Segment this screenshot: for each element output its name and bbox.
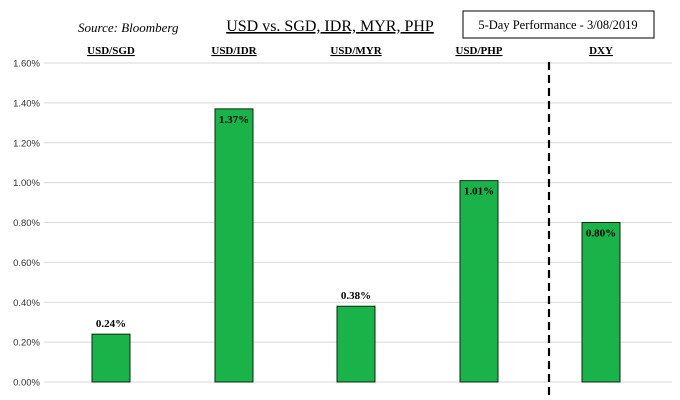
category-labels: USD/SGD USD/IDR USD/MYR USD/PHP DXY <box>87 45 613 57</box>
data-label: 1.01% <box>464 186 494 198</box>
chart-title: USD vs. SGD, IDR, MYR, PHP <box>226 18 434 35</box>
bars <box>91 108 621 383</box>
source-note: Source: Bloomberg <box>78 20 179 35</box>
subtitle-box <box>462 10 655 39</box>
data-label: 0.24% <box>96 318 126 330</box>
y-tick-label: 0.20% <box>13 338 40 349</box>
y-tick-label: 1.60% <box>13 59 40 70</box>
category-label: USD/IDR <box>211 45 257 57</box>
y-tick-label: 0.80% <box>13 218 40 229</box>
y-tick-label: 0.60% <box>13 258 40 269</box>
y-tick-label: 1.40% <box>13 98 40 109</box>
category-label: USD/SGD <box>87 45 135 57</box>
y-tick-label: 1.20% <box>13 138 40 149</box>
bar-usd-idr <box>214 108 254 383</box>
bar-usd-myr <box>336 305 376 383</box>
data-label: 0.80% <box>586 228 616 240</box>
bar-usd-php <box>459 180 499 383</box>
category-label: USD/MYR <box>330 45 382 57</box>
bar-usd-sgd <box>91 333 131 383</box>
bar-dxy <box>581 222 621 383</box>
y-tick-label: 0.00% <box>13 378 40 389</box>
data-label: 0.38% <box>341 290 371 302</box>
y-axis-ticks: 0.00% 0.20% 0.40% 0.60% 0.80% 1.00% 1.20% 1.40%… <box>13 59 40 389</box>
category-label: DXY <box>589 45 613 57</box>
chart-subtitle: 5-Day Performance - 3/08/2019 <box>478 18 637 32</box>
y-tick-label: 0.40% <box>13 298 40 309</box>
y-tick-label: 1.00% <box>13 178 40 189</box>
data-labels: 0.24% 1.37% 0.38% 1.01% 0.80% <box>96 114 616 330</box>
data-label: 1.37% <box>219 114 249 126</box>
category-label: USD/PHP <box>455 45 502 57</box>
